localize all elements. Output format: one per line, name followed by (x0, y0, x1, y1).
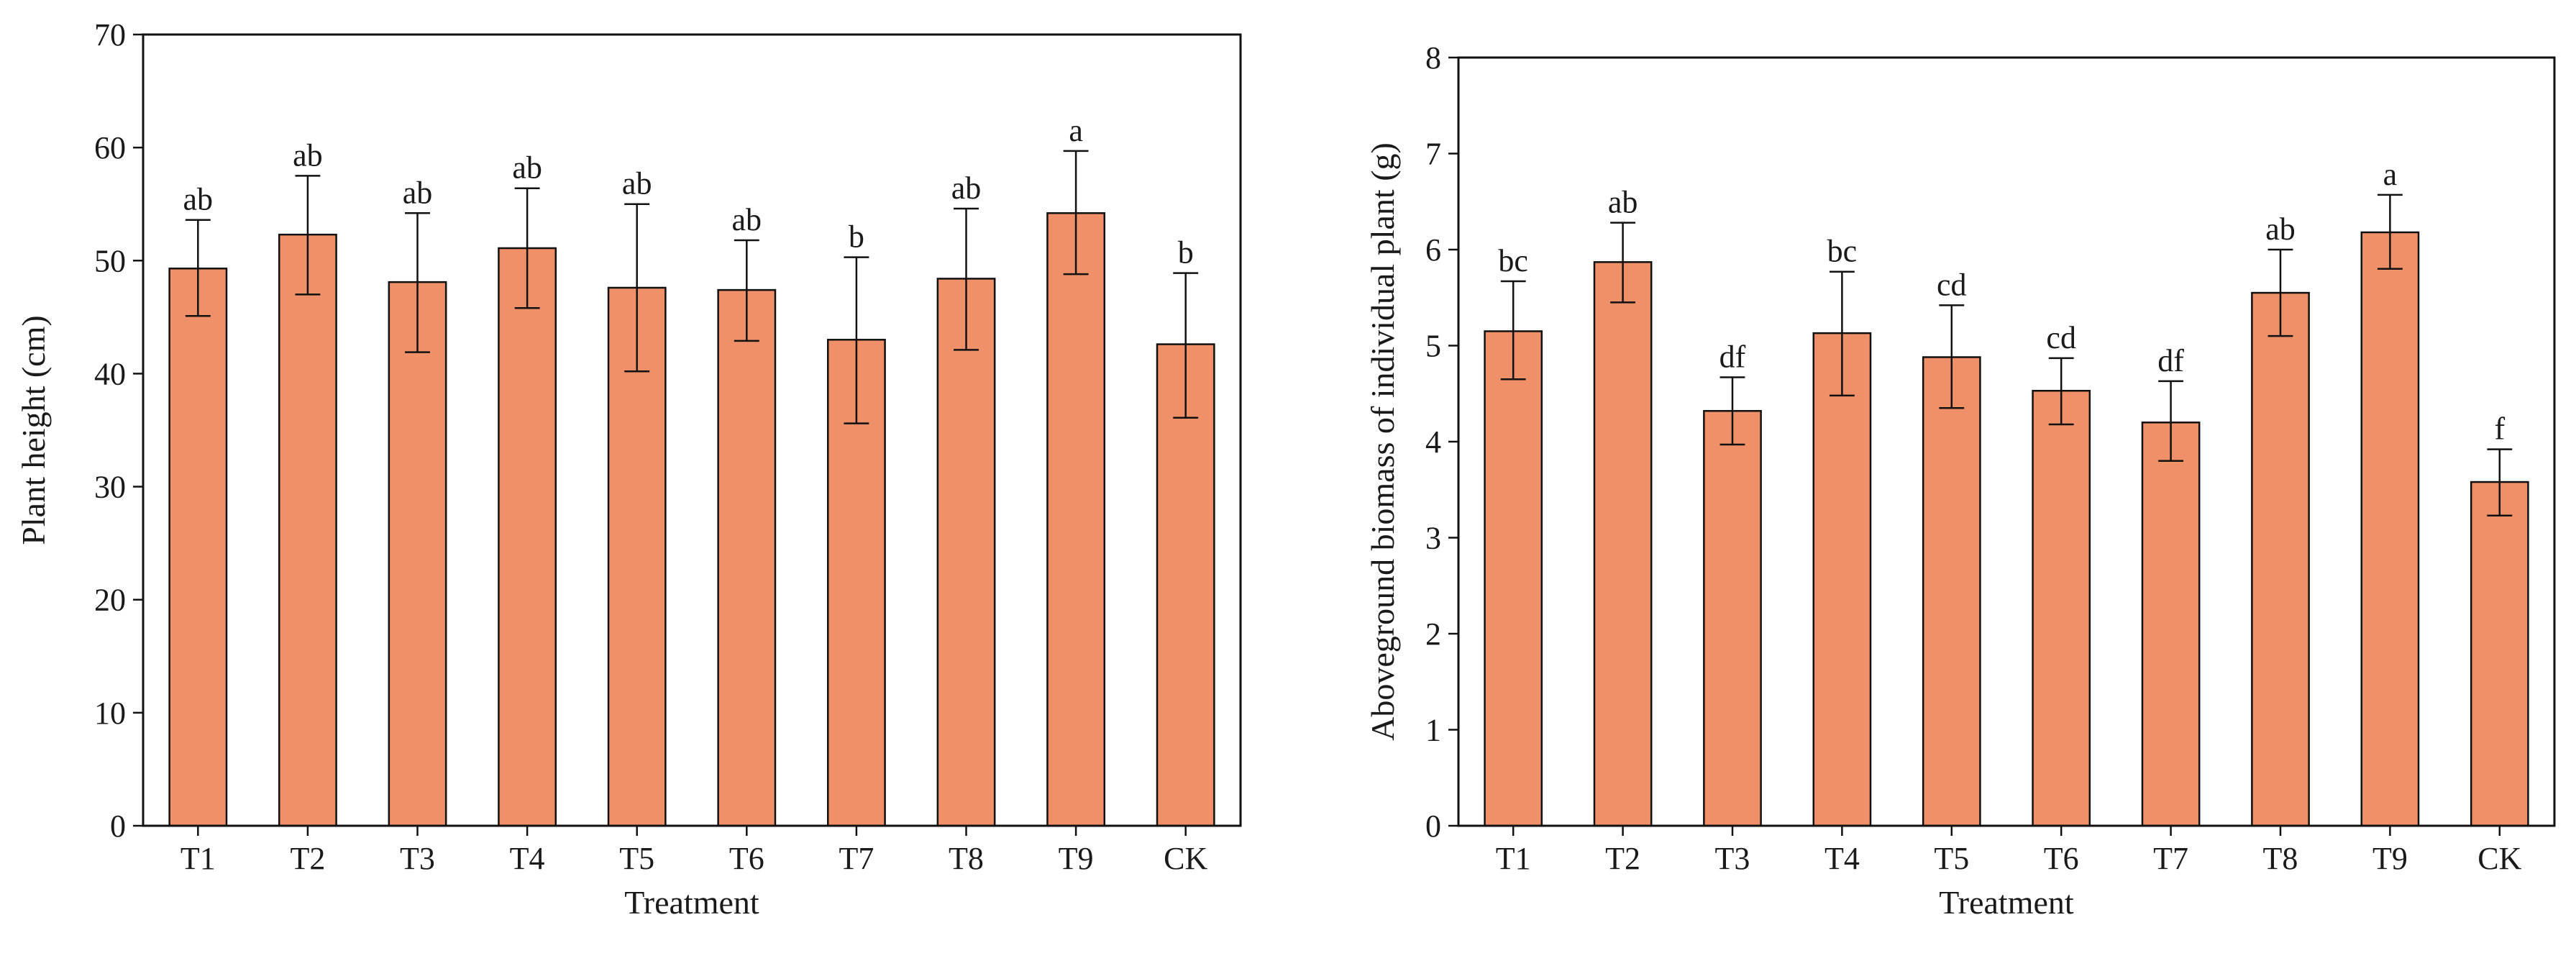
height-x-tick-label: T3 (400, 841, 435, 876)
height-x-tick-label: T1 (181, 841, 216, 876)
biomass-y-tick-label: 7 (1425, 137, 1441, 172)
biomass-y-tick-label: 6 (1425, 232, 1441, 268)
height-x-tick-label: CK (1164, 841, 1207, 876)
biomass-y-tick-label: 3 (1425, 521, 1441, 556)
height-y-tick-label: 70 (94, 17, 126, 53)
height-x-tick-label: T6 (729, 841, 764, 876)
biomass-bar (2360, 231, 2420, 827)
biomass-bar (2032, 389, 2091, 827)
biomass-x-tick-label: T4 (1824, 841, 1860, 876)
biomass-significance-label: df (2157, 343, 2184, 378)
biomass-y-tick-label: 4 (1425, 424, 1441, 460)
height-bar (388, 281, 447, 827)
height-bar (1046, 212, 1106, 827)
biomass-x-tick-label: CK (2477, 841, 2521, 876)
height-y-tick-label: 60 (94, 130, 126, 165)
biomass-chart-group: bc T1 ab T2 df T3 bc T4 cd T5 cd T6 df T7 ab T8 a T9 f CK 0 1… (1364, 40, 2556, 921)
height-y-tick-label: 30 (94, 470, 126, 505)
biomass-significance-label: ab (1608, 185, 1638, 220)
height-bar (498, 247, 557, 827)
height-significance-label: ab (622, 166, 652, 201)
biomass-significance-label: a (2383, 157, 2398, 192)
biomass-bar (1484, 330, 1543, 827)
biomass-y-tick-label: 0 (1425, 809, 1441, 844)
height-significance-label: ab (183, 182, 214, 217)
height-chart-group: ab T1 ab T2 ab T3 ab T4 ab T5 ab T6 b T7 ab T8 a T9 b CK 0 10… (15, 17, 1242, 921)
height-bar (717, 288, 777, 827)
height-significance-label: ab (403, 175, 433, 210)
biomass-bar (1812, 332, 1872, 827)
height-x-tick-label: T7 (839, 841, 874, 876)
biomass-x-tick-label: T1 (1496, 841, 1531, 876)
biomass-bar (1703, 410, 1762, 827)
biomass-significance-label: cd (2046, 320, 2076, 355)
height-x-tick-label: T9 (1059, 841, 1094, 876)
biomass-significance-label: f (2494, 411, 2505, 447)
height-x-tick-label: T4 (510, 841, 545, 876)
height-y-tick-label: 50 (94, 243, 126, 278)
height-y-tick-label: 10 (94, 696, 126, 731)
biomass-significance-label: bc (1827, 234, 1858, 269)
height-bar (1156, 343, 1215, 827)
biomass-x-tick-label: T5 (1934, 841, 1969, 876)
biomass-x-axis-title: Treatment (1939, 884, 2074, 921)
height-y-axis-title: Plant height (cm) (15, 315, 52, 545)
biomass-y-tick-label: 8 (1425, 40, 1441, 76)
biomass-bar (2251, 291, 2310, 827)
biomass-x-tick-label: T3 (1715, 841, 1750, 876)
height-significance-label: ab (732, 202, 762, 237)
biomass-significance-label: bc (1498, 243, 1528, 278)
biomass-plot-frame (1457, 56, 2556, 827)
biomass-bar (1593, 261, 1653, 827)
biomass-x-tick-label: T7 (2153, 841, 2188, 876)
biomass-significance-label: ab (2265, 211, 2296, 247)
height-x-tick-label: T8 (949, 841, 984, 876)
height-y-tick-label: 20 (94, 583, 126, 618)
height-significance-label: ab (293, 137, 323, 173)
biomass-x-tick-label: T2 (1605, 841, 1640, 876)
biomass-bar (2470, 480, 2529, 827)
biomass-y-axis-title: Aboveground biomass of individual plant … (1364, 142, 1401, 741)
biomass-significance-label: cd (1937, 267, 1967, 302)
height-significance-label: b (1178, 235, 1194, 270)
biomass-bar (1922, 356, 1981, 827)
biomass-y-tick-label: 5 (1425, 329, 1441, 364)
biomass-x-tick-label: T8 (2263, 841, 2298, 876)
biomass-significance-label: df (1719, 340, 1746, 375)
height-x-tick-label: T5 (619, 841, 654, 876)
height-significance-label: ab (512, 150, 542, 186)
biomass-y-tick-label: 2 (1425, 616, 1441, 652)
height-x-tick-label: T2 (290, 841, 325, 876)
height-y-tick-label: 0 (110, 809, 126, 844)
height-y-tick-label: 40 (94, 356, 126, 391)
biomass-bar (2141, 422, 2201, 827)
biomass-x-tick-label: T9 (2372, 841, 2408, 876)
height-significance-label: ab (951, 170, 982, 206)
height-bar (168, 268, 228, 827)
height-significance-label: a (1069, 113, 1083, 148)
height-x-axis-title: Treatment (624, 884, 759, 921)
biomass-y-tick-label: 1 (1425, 713, 1441, 748)
height-bar (278, 233, 337, 827)
height-significance-label: b (849, 219, 864, 255)
height-plot-frame (142, 33, 1242, 827)
biomass-x-tick-label: T6 (2044, 841, 2079, 876)
height-bar (936, 278, 996, 827)
